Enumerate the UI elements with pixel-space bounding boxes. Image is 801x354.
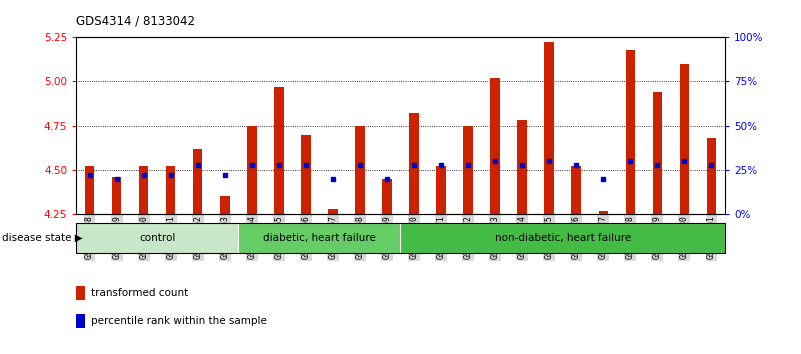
Bar — [76, 286, 85, 300]
Bar — [301, 135, 311, 214]
Bar — [490, 78, 500, 214]
Bar — [274, 87, 284, 214]
Text: control: control — [139, 233, 175, 243]
Text: disease state ▶: disease state ▶ — [2, 233, 83, 243]
Bar — [545, 42, 554, 214]
Bar — [706, 138, 716, 214]
Bar — [247, 126, 256, 214]
Text: GDS4314 / 8133042: GDS4314 / 8133042 — [76, 14, 195, 27]
Bar — [355, 126, 364, 214]
Text: percentile rank within the sample: percentile rank within the sample — [91, 316, 267, 326]
Bar — [76, 314, 85, 329]
Bar — [626, 50, 635, 214]
Bar — [400, 223, 725, 253]
Bar — [166, 166, 175, 214]
Text: diabetic, heart failure: diabetic, heart failure — [263, 233, 376, 243]
Bar — [653, 92, 662, 214]
Bar — [571, 166, 581, 214]
Bar — [409, 113, 419, 214]
Bar — [517, 120, 527, 214]
Bar — [76, 223, 239, 253]
Bar — [382, 179, 392, 214]
Bar — [85, 166, 95, 214]
Bar — [437, 166, 446, 214]
Bar — [328, 209, 338, 214]
Bar — [679, 64, 689, 214]
Text: transformed count: transformed count — [91, 288, 187, 298]
Bar — [239, 223, 400, 253]
Text: non-diabetic, heart failure: non-diabetic, heart failure — [494, 233, 631, 243]
Bar — [193, 149, 203, 214]
Bar — [112, 177, 122, 214]
Bar — [220, 196, 230, 214]
Bar — [139, 166, 148, 214]
Bar — [463, 126, 473, 214]
Bar — [598, 211, 608, 214]
